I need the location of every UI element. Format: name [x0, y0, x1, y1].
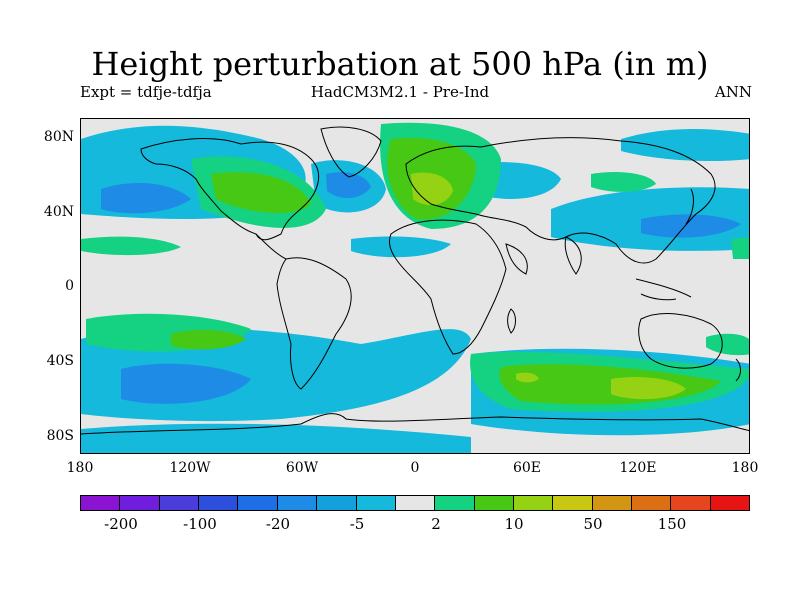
- colorbar-label: -20: [265, 515, 291, 533]
- anomaly-patch: [171, 329, 246, 350]
- map-panel: [80, 118, 750, 454]
- anomaly-patch: [706, 333, 749, 356]
- anomaly-patch: [101, 183, 191, 214]
- colorbar-label: 10: [504, 515, 524, 533]
- colorbar-swatch: [435, 496, 475, 510]
- anomaly-patch: [611, 377, 686, 400]
- coastline-south-america: [276, 257, 352, 390]
- coastline-greenland: [320, 126, 382, 178]
- colorbar-swatch: [81, 496, 121, 510]
- colorbar-swatch: [592, 496, 633, 510]
- anomaly-patch: [211, 172, 311, 214]
- colorbar-swatch: [277, 496, 318, 510]
- anomaly-patch: [731, 237, 749, 259]
- lon-tick: 0: [410, 460, 420, 476]
- anomaly-patch: [326, 172, 371, 199]
- lat-tick: 40N: [43, 204, 74, 220]
- colorbar-swatch: [199, 496, 239, 510]
- colorbar-swatch: [474, 496, 514, 510]
- colorbar-swatch: [238, 496, 278, 510]
- anomaly-patch: [351, 236, 451, 258]
- colorbar-swatch: [513, 496, 554, 510]
- lat-tick: 40S: [46, 353, 74, 369]
- colorbar-swatch: [159, 496, 200, 510]
- lon-tick: 180: [731, 460, 759, 476]
- colorbar-swatch: [356, 496, 396, 510]
- colorbar-swatch: [120, 496, 160, 510]
- colorbar-swatch: [395, 496, 436, 510]
- coastline-antarctica: [81, 413, 749, 435]
- coastline-madagascar: [507, 308, 516, 334]
- colorbar-label: 50: [583, 515, 603, 533]
- model-label: HadCM3M2.1 - Pre-Ind: [310, 83, 490, 101]
- anomaly-patch: [621, 129, 749, 161]
- lon-tick: 120W: [169, 460, 211, 476]
- experiment-label: Expt = tdfje-tdfja: [80, 83, 212, 101]
- anomaly-patch: [81, 236, 181, 256]
- coastline-new-zealand: [735, 358, 741, 382]
- anomaly-patch: [591, 172, 656, 192]
- coastline-africa: [388, 219, 507, 355]
- lon-tick: 60W: [285, 460, 319, 476]
- height-anomaly-field: [81, 122, 749, 453]
- anomaly-patch: [81, 423, 471, 453]
- coastline-central-america: [255, 233, 287, 260]
- colorbar-swatch: [317, 496, 357, 510]
- lon-tick: 120E: [619, 460, 657, 476]
- coastline-eurasia: [405, 137, 716, 264]
- coastline-arabia: [505, 243, 528, 275]
- coastline-se-asia: [635, 278, 692, 301]
- anomaly-patch: [641, 214, 741, 238]
- season-label: ANN: [714, 83, 752, 101]
- colorbar-swatch: [671, 496, 711, 510]
- anomaly-patch: [121, 363, 251, 404]
- lon-tick: 180: [66, 460, 94, 476]
- coastline-japan: [685, 188, 694, 225]
- coastline-india: [564, 236, 582, 275]
- colorbar-label: -200: [104, 515, 138, 533]
- colorbar-label: 2: [431, 515, 441, 533]
- anomaly-patch: [516, 372, 539, 383]
- lat-tick: 80N: [43, 129, 74, 145]
- coastline-australia: [638, 313, 723, 369]
- colorbar-label: 150: [657, 515, 687, 533]
- colorbar-label: -5: [349, 515, 365, 533]
- lat-tick: 0: [65, 278, 74, 294]
- lat-tick: 80S: [46, 428, 74, 444]
- colorbar: [80, 495, 750, 511]
- coastline-north-america: [140, 138, 320, 241]
- colorbar-swatch: [710, 496, 750, 510]
- map-title: Height perturbation at 500 hPa (in m): [91, 45, 709, 83]
- colorbar-swatch: [553, 496, 593, 510]
- lon-tick: 60E: [512, 460, 542, 476]
- colorbar-swatch: [632, 496, 672, 510]
- colorbar-label: -100: [183, 515, 217, 533]
